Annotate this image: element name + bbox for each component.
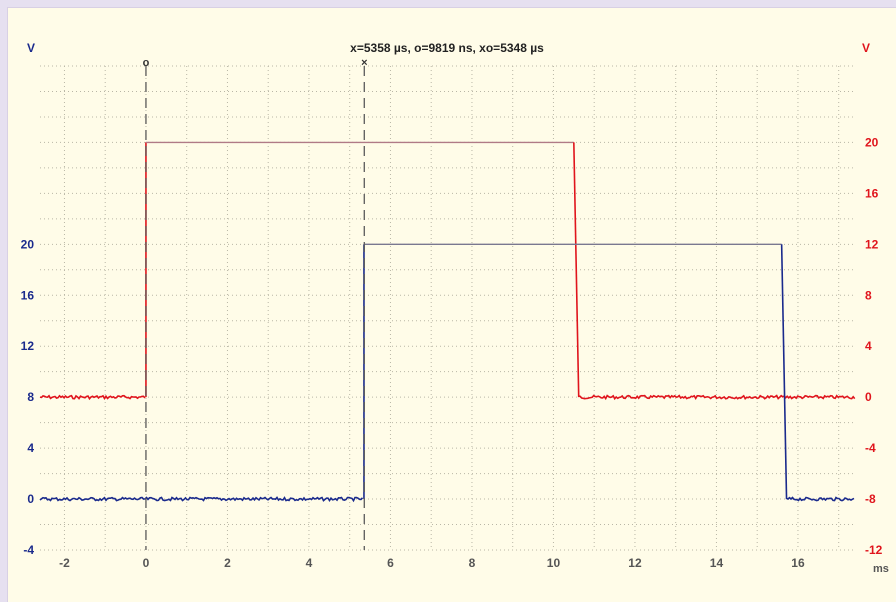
x-tick-label: 2: [224, 556, 231, 570]
x-tick-label: 14: [710, 556, 724, 570]
y-right-tick-label: -12: [865, 543, 883, 557]
y-left-tick-label: 12: [21, 339, 35, 353]
trace-edge: [780, 244, 788, 500]
trace-baseline: [786, 496, 855, 502]
y-right-tick-label: -8: [865, 492, 876, 506]
trace-baseline: [578, 394, 856, 401]
tick-labels: -4 0 4 8 12 16 20 -12 -8 -4 0 4 8 12 16 20 -2 0 2 4 6 8 10 12 14…: [21, 135, 883, 570]
trace-baseline: [39, 496, 364, 503]
y-left-tick-label: 4: [27, 441, 34, 455]
trace-edge: [573, 142, 580, 398]
traces: [39, 141, 856, 503]
series-blue: [39, 243, 855, 503]
y-right-tick-label: 12: [865, 237, 879, 251]
y-right-tick-label: 20: [865, 135, 879, 149]
cursors: o ×: [143, 57, 368, 550]
y-left-tick-label: 8: [27, 390, 34, 404]
plot-frame: [7, 7, 896, 602]
y-right-tick-label: 8: [865, 288, 872, 302]
x-tick-label: 10: [547, 556, 561, 570]
x-tick-label: 4: [306, 556, 313, 570]
trace-baseline: [39, 394, 146, 401]
x-axis-unit: ms: [873, 563, 889, 575]
y-left-tick-label: 16: [21, 288, 35, 302]
x-tick-label: -2: [59, 556, 70, 570]
cursor-marker[interactable]: ×: [361, 57, 367, 69]
y-right-tick-label: -4: [865, 441, 876, 455]
y-right-tick-label: 0: [865, 390, 872, 404]
y-right-tick-label: 16: [865, 186, 879, 200]
left-axis-unit: V: [27, 41, 35, 55]
series-red: [39, 141, 856, 401]
right-axis-unit: V: [862, 41, 870, 55]
x-tick-label: 0: [143, 556, 150, 570]
x-tick-label: 8: [469, 556, 476, 570]
cursor-marker[interactable]: o: [143, 57, 150, 69]
y-left-tick-label: 20: [21, 237, 35, 251]
x-tick-label: 12: [628, 556, 642, 570]
x-tick-label: 16: [791, 556, 805, 570]
y-right-tick-label: 4: [865, 339, 872, 353]
cursor-readout: x=5358 µs, o=9819 ns, xo=5348 µs: [350, 41, 544, 55]
grid: [40, 65, 855, 551]
x-tick-label: 6: [387, 556, 394, 570]
y-left-tick-label: -4: [23, 543, 34, 557]
y-left-tick-label: 0: [27, 492, 34, 506]
